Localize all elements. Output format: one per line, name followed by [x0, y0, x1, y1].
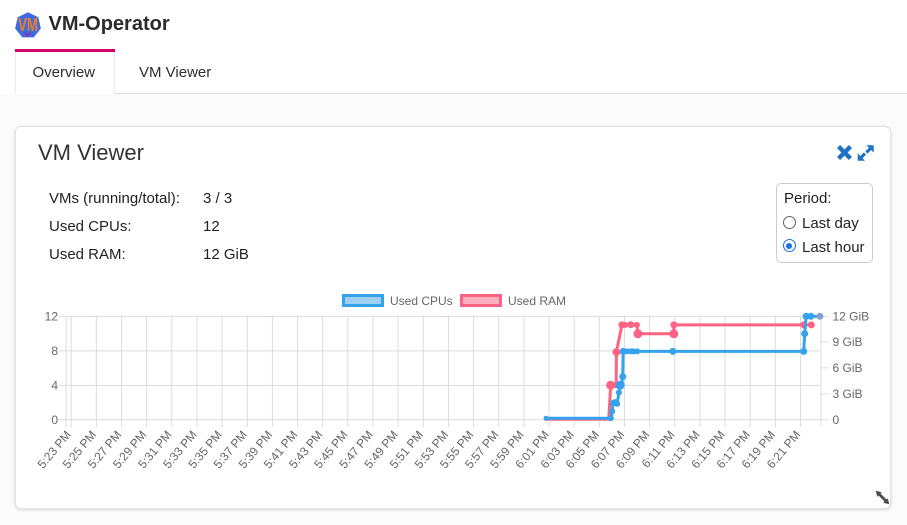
- svg-text:VM: VM: [18, 15, 38, 35]
